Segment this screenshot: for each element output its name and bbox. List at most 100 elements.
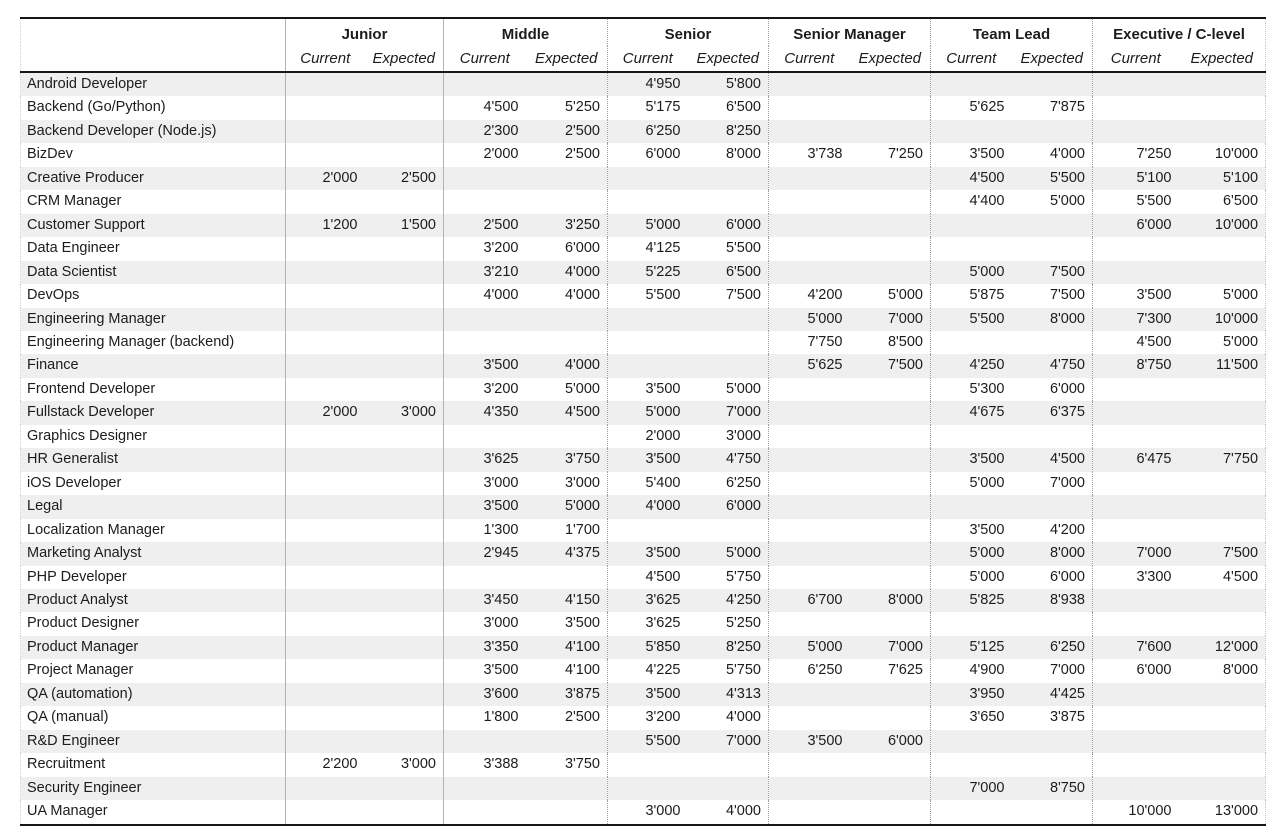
salary-cell — [1012, 495, 1093, 518]
salary-cell: 5'225 — [607, 260, 688, 285]
salary-cell — [850, 542, 931, 565]
salary-cell: 2'300 — [443, 119, 526, 144]
row-label: Security Engineer — [27, 779, 142, 796]
salary-cell: 4'000 — [725, 709, 761, 726]
salary-cell — [850, 237, 931, 260]
salary-cell — [365, 495, 444, 518]
salary-cell: 8'000 — [887, 591, 923, 608]
salary-cell — [443, 565, 526, 589]
salary-cell — [768, 213, 850, 238]
salary-cell: 4'500 — [564, 404, 600, 421]
salary-cell — [365, 683, 444, 706]
salary-cell — [1179, 96, 1266, 119]
salary-cell — [607, 166, 688, 191]
salary-cell — [607, 518, 688, 543]
salary-cell: 6'000 — [607, 143, 688, 167]
salary-cell: 5'000 — [564, 498, 600, 515]
salary-cell: 7'300 — [1092, 307, 1179, 331]
salary-cell: 4'225 — [607, 659, 688, 683]
salary-cell — [1092, 96, 1179, 120]
salary-cell — [1179, 472, 1266, 495]
salary-cell — [285, 143, 365, 167]
salary-cell — [607, 307, 688, 331]
salary-cell — [607, 776, 688, 801]
salary-cell — [365, 143, 444, 166]
salary-cell — [1179, 120, 1266, 143]
salary-cell: 3'500 — [443, 659, 526, 683]
salary-cell — [285, 424, 365, 449]
salary-cell — [365, 612, 444, 635]
table-row: Engineering Manager (backend) 7'750 8'500 4… — [21, 330, 1266, 355]
salary-cell: 3'000 — [564, 474, 600, 491]
salary-cell — [365, 378, 444, 401]
salary-cell: 1'700 — [564, 521, 600, 538]
subheader-middle-expected: Expected — [525, 46, 608, 73]
salary-cell: 4'500 — [607, 565, 688, 589]
salary-cell: 7'500 — [725, 287, 761, 304]
subheader-team-lead-current: Current — [930, 46, 1012, 73]
salary-cell — [930, 237, 1012, 261]
salary-cell — [1092, 753, 1179, 777]
table-row: Android Developer 4'950 5'800 — [20, 72, 1266, 97]
salary-cell: 3'875 — [564, 685, 600, 702]
row-label: Fullstack Developer — [27, 404, 155, 421]
table-row: Customer Support 1'200 1'500 2'500 3'250 5'00… — [20, 213, 1266, 238]
salary-cell: 7'500 — [1049, 287, 1085, 304]
salary-cell: 5'000 — [607, 401, 688, 425]
table-row: Engineering Manager 5'000 7'000 5'500 8'000 7… — [20, 307, 1266, 331]
row-label: Data Scientist — [27, 263, 117, 280]
salary-table: Junior Middle Senior Senior Manager Team Lea… — [20, 17, 1267, 826]
salary-cell: 2'500 — [564, 122, 600, 139]
row-label: UA Manager — [27, 803, 108, 820]
row-label: Product Analyst — [27, 591, 128, 608]
salary-cell — [850, 706, 931, 729]
salary-cell — [688, 167, 769, 190]
salary-cell — [768, 753, 850, 777]
salary-cell: 1'800 — [443, 706, 526, 730]
salary-cell: 3'350 — [443, 635, 526, 660]
salary-cell: 7'600 — [1092, 635, 1179, 660]
salary-cell: 7'500 — [1222, 545, 1259, 562]
row-label: Product Designer — [27, 615, 140, 632]
salary-cell — [1092, 119, 1179, 144]
salary-cell — [768, 119, 850, 144]
salary-cell: 10'000 — [1214, 216, 1259, 233]
salary-cell: 4'425 — [1049, 685, 1085, 702]
salary-cell — [768, 518, 850, 543]
salary-cell: 4'400 — [930, 190, 1012, 214]
salary-cell — [285, 635, 365, 660]
salary-cell — [850, 401, 931, 424]
row-label: Frontend Developer — [27, 380, 156, 397]
salary-cell — [850, 261, 931, 284]
row-label: Engineering Manager — [27, 310, 166, 327]
salary-cell: 3'300 — [1092, 565, 1179, 589]
salary-cell — [688, 519, 769, 542]
salary-cell: 4'950 — [607, 72, 688, 97]
salary-cell: 4'150 — [564, 591, 600, 608]
table-row: Backend Developer (Node.js) 2'300 2'500 6'2… — [20, 119, 1266, 144]
salary-cell — [1179, 425, 1266, 448]
salary-cell — [365, 472, 444, 495]
table-header: Junior Middle Senior Senior Manager Team Lea… — [20, 18, 1266, 73]
row-label: Data Engineer — [27, 240, 120, 257]
salary-cell: 3'625 — [443, 448, 526, 472]
salary-cell — [365, 519, 444, 542]
salary-cell — [443, 190, 526, 214]
salary-cell — [607, 190, 688, 214]
row-label: Product Manager — [27, 638, 139, 655]
salary-cell: 11'500 — [1216, 357, 1259, 374]
salary-cell: 5'500 — [725, 240, 761, 257]
salary-cell: 4'200 — [1049, 521, 1085, 538]
salary-cell: 3'500 — [930, 143, 1012, 167]
salary-cell: 3'500 — [607, 448, 688, 472]
salary-cell — [285, 237, 365, 261]
salary-cell: 8'250 — [725, 638, 761, 655]
table-row: QA (automation) 3'600 3'875 3'500 4'313 3'950… — [20, 682, 1266, 707]
group-header-executive-c-level: Executive / C-level — [1091, 18, 1266, 46]
salary-cell — [607, 753, 688, 777]
salary-cell — [1012, 237, 1093, 260]
salary-cell: 4'000 — [1049, 146, 1085, 163]
row-label: Creative Producer — [27, 169, 144, 186]
salary-cell — [1092, 729, 1179, 754]
row-label: Backend (Go/Python) — [27, 99, 166, 116]
